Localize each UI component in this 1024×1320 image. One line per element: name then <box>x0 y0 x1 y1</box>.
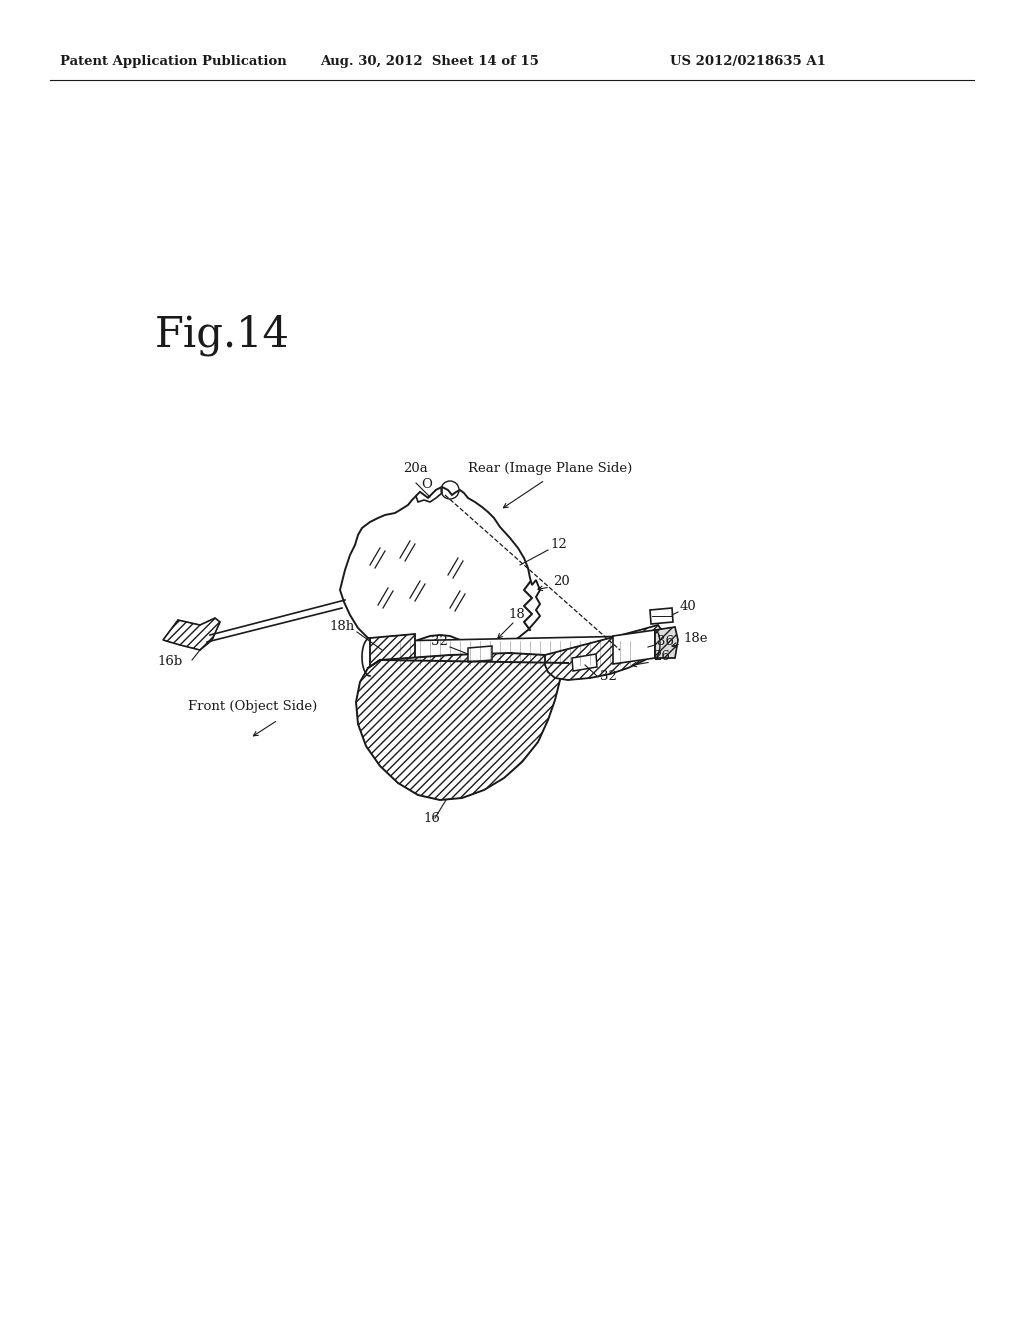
Text: 20a: 20a <box>403 462 428 475</box>
Text: Aug. 30, 2012  Sheet 14 of 15: Aug. 30, 2012 Sheet 14 of 15 <box>321 55 540 69</box>
Text: Rear (Image Plane Side): Rear (Image Plane Side) <box>468 462 632 475</box>
Text: Front (Object Side): Front (Object Side) <box>188 700 317 713</box>
Text: 16: 16 <box>424 812 440 825</box>
Polygon shape <box>163 618 220 649</box>
Polygon shape <box>650 609 673 624</box>
Text: 32: 32 <box>431 635 449 648</box>
Polygon shape <box>340 487 540 648</box>
Text: Patent Application Publication: Patent Application Publication <box>60 55 287 69</box>
Text: 12: 12 <box>550 539 566 550</box>
Polygon shape <box>655 627 678 657</box>
Text: 18h: 18h <box>330 620 355 634</box>
Text: 40: 40 <box>680 601 696 612</box>
Text: O: O <box>421 478 432 491</box>
Text: US 2012/0218635 A1: US 2012/0218635 A1 <box>670 55 826 69</box>
Polygon shape <box>392 636 638 668</box>
Polygon shape <box>572 653 597 671</box>
Polygon shape <box>416 487 442 502</box>
Text: 18e: 18e <box>683 632 708 645</box>
Polygon shape <box>613 630 655 664</box>
Text: 26: 26 <box>653 649 670 663</box>
Polygon shape <box>356 653 568 800</box>
Text: 18: 18 <box>508 609 524 620</box>
Polygon shape <box>468 645 492 663</box>
Polygon shape <box>370 634 415 676</box>
Polygon shape <box>545 624 665 680</box>
Text: 16b: 16b <box>157 655 182 668</box>
Text: Fig.14: Fig.14 <box>155 314 290 356</box>
Text: 36: 36 <box>657 635 674 648</box>
Text: 20: 20 <box>553 576 569 587</box>
Text: 32: 32 <box>600 671 616 682</box>
